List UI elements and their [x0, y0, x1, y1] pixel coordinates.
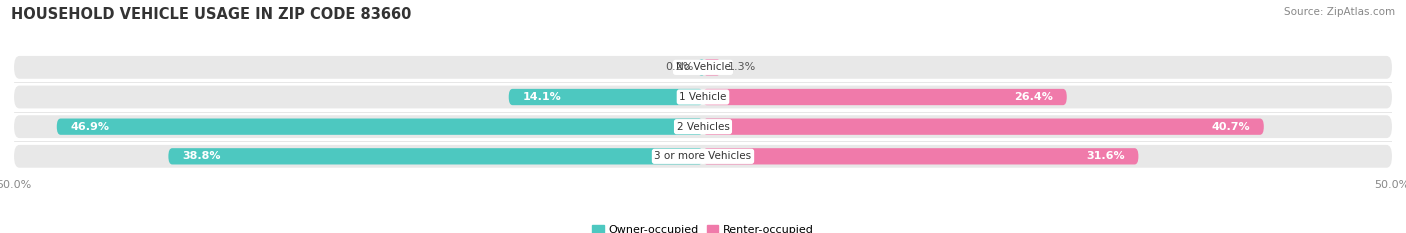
FancyBboxPatch shape	[509, 89, 703, 105]
Text: No Vehicle: No Vehicle	[675, 62, 731, 72]
FancyBboxPatch shape	[703, 119, 1264, 135]
FancyBboxPatch shape	[14, 115, 1392, 138]
FancyBboxPatch shape	[14, 56, 1392, 79]
FancyBboxPatch shape	[14, 145, 1392, 168]
FancyBboxPatch shape	[14, 86, 1392, 108]
Text: 40.7%: 40.7%	[1212, 122, 1250, 132]
Text: HOUSEHOLD VEHICLE USAGE IN ZIP CODE 83660: HOUSEHOLD VEHICLE USAGE IN ZIP CODE 8366…	[11, 7, 412, 22]
Text: 2 Vehicles: 2 Vehicles	[676, 122, 730, 132]
FancyBboxPatch shape	[56, 119, 703, 135]
Text: 31.6%: 31.6%	[1085, 151, 1125, 161]
Text: 1 Vehicle: 1 Vehicle	[679, 92, 727, 102]
Text: 0.2%: 0.2%	[665, 62, 693, 72]
Text: 14.1%: 14.1%	[523, 92, 561, 102]
FancyBboxPatch shape	[703, 148, 1139, 164]
Legend: Owner-occupied, Renter-occupied: Owner-occupied, Renter-occupied	[588, 220, 818, 233]
FancyBboxPatch shape	[699, 59, 704, 75]
Text: 3 or more Vehicles: 3 or more Vehicles	[654, 151, 752, 161]
FancyBboxPatch shape	[169, 148, 703, 164]
Text: 26.4%: 26.4%	[1014, 92, 1053, 102]
FancyBboxPatch shape	[703, 89, 1067, 105]
Text: Source: ZipAtlas.com: Source: ZipAtlas.com	[1284, 7, 1395, 17]
Text: 38.8%: 38.8%	[183, 151, 221, 161]
Text: 1.3%: 1.3%	[728, 62, 756, 72]
Text: 46.9%: 46.9%	[70, 122, 110, 132]
FancyBboxPatch shape	[703, 59, 721, 75]
